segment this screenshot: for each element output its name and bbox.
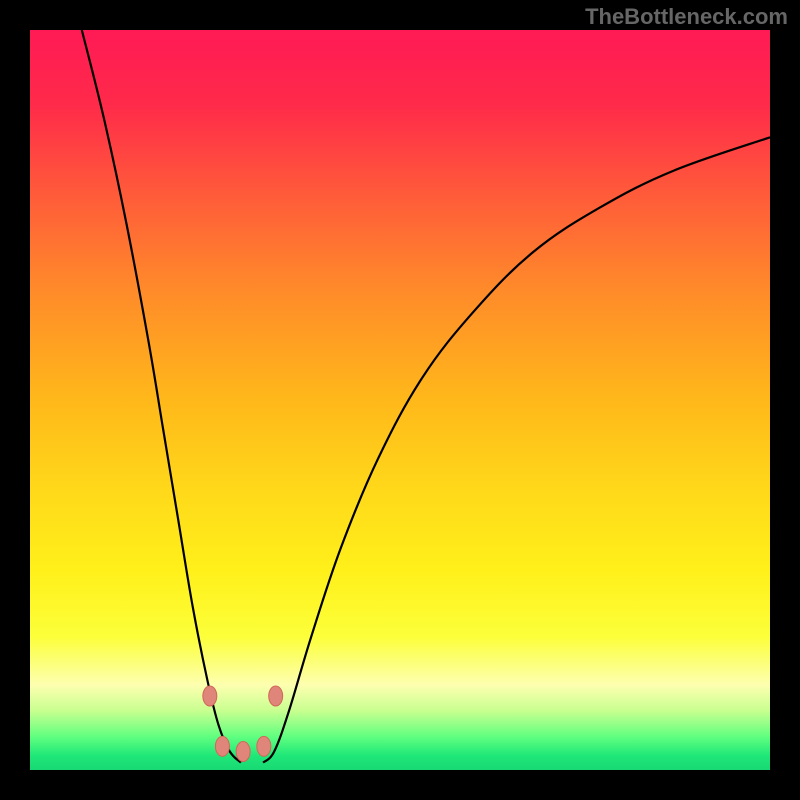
marker-point: [215, 736, 229, 756]
gradient-background: [30, 30, 770, 770]
chart-svg: [30, 30, 770, 770]
marker-point: [269, 686, 283, 706]
watermark-text: TheBottleneck.com: [585, 4, 788, 30]
marker-point: [257, 736, 271, 756]
marker-point: [236, 742, 250, 762]
bottleneck-curve-chart: [30, 30, 770, 770]
marker-point: [203, 686, 217, 706]
